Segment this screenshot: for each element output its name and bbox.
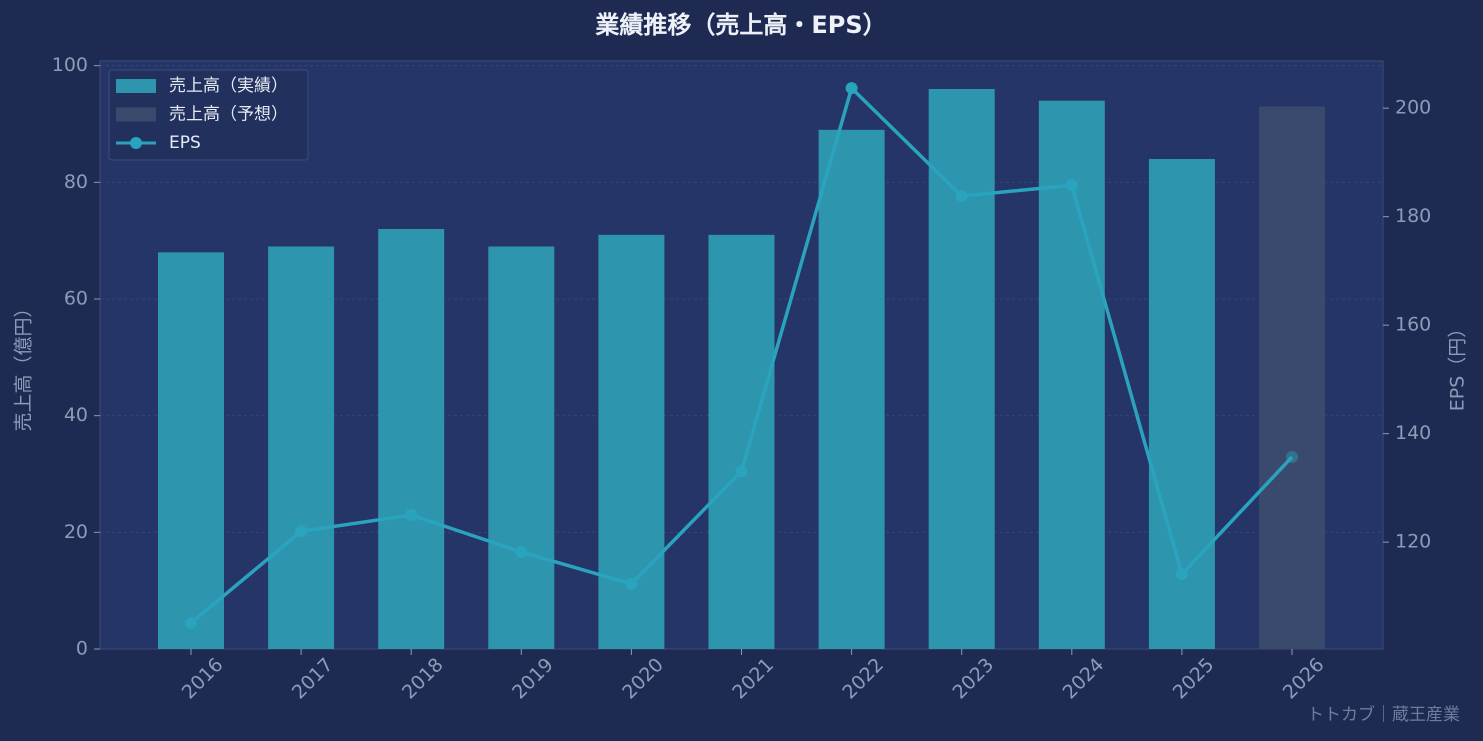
legend-label: 売上高（実績） xyxy=(169,76,288,96)
bar xyxy=(268,246,335,649)
point xyxy=(515,545,528,558)
watermark: トトカブ｜蔵王産業 xyxy=(1307,704,1460,725)
bar xyxy=(158,252,224,650)
point xyxy=(735,465,748,478)
bar xyxy=(378,229,445,649)
point xyxy=(845,82,858,95)
bar xyxy=(818,129,885,650)
y-tick-label: 100 xyxy=(52,54,88,76)
bar xyxy=(1038,100,1105,649)
y-tick-label: 40 xyxy=(64,404,88,426)
y2-tick-label: 140 xyxy=(1395,422,1431,444)
bar xyxy=(1148,159,1215,649)
bar xyxy=(928,89,995,649)
y-tick-label: 80 xyxy=(64,171,88,193)
legend-label: 売上高（予想） xyxy=(169,105,288,125)
chart-title: 業績推移（売上高・EPS） xyxy=(595,11,886,39)
y-tick-label: 20 xyxy=(64,521,88,543)
point xyxy=(185,616,197,629)
point xyxy=(1065,179,1078,192)
y2-axis-label: EPS（円） xyxy=(1447,319,1469,412)
legend-swatch xyxy=(130,137,142,149)
point xyxy=(955,190,968,203)
y-tick-label: 0 xyxy=(76,638,88,660)
point xyxy=(1286,450,1298,463)
legend-box xyxy=(108,69,309,161)
bar xyxy=(488,246,555,649)
y2-tick-label: 120 xyxy=(1395,531,1431,553)
legend-swatch xyxy=(116,79,156,93)
y-tick-label: 60 xyxy=(64,288,88,310)
point xyxy=(405,509,418,522)
legend-swatch xyxy=(116,107,156,122)
y2-tick-label: 160 xyxy=(1395,314,1431,336)
legend-label: EPS xyxy=(169,133,201,153)
point xyxy=(625,577,638,590)
y-axis-label: 売上高（億円） xyxy=(13,298,35,431)
y2-tick-label: 200 xyxy=(1395,97,1431,119)
point xyxy=(1175,568,1188,581)
y2-tick-label: 180 xyxy=(1395,205,1431,227)
bar xyxy=(708,234,775,650)
point xyxy=(295,525,308,538)
bar xyxy=(1259,106,1325,649)
